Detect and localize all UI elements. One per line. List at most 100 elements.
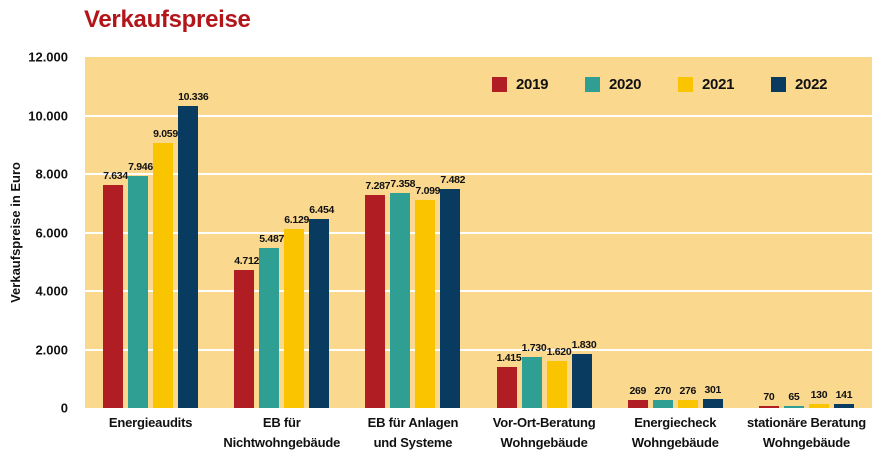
bar-wrap: 6.454 — [309, 57, 335, 408]
bar-wrap: 1.830 — [571, 57, 597, 408]
bar-group: 7.287 7.358 7.099 7.482 — [347, 57, 478, 408]
legend-item: 2020 — [585, 76, 678, 93]
bar-wrap: 7.482 — [440, 57, 466, 408]
bar-value-label: 4.712 — [234, 255, 260, 268]
y-tick-label: 0 — [60, 400, 68, 416]
bar — [652, 400, 673, 408]
bar — [677, 399, 698, 408]
bar — [178, 105, 199, 408]
bar-wrap: 141 — [833, 57, 854, 408]
bar-value-label: 70 — [763, 390, 775, 403]
x-category-label: stationäre Beratung Wohngebäude — [746, 415, 866, 450]
y-tick-label: 8.000 — [35, 166, 68, 182]
bar — [440, 189, 461, 408]
bar-wrap: 7.099 — [415, 57, 441, 408]
bar — [259, 247, 280, 408]
bar-wrap: 6.129 — [284, 57, 310, 408]
bar-wrap: 301 — [702, 57, 723, 408]
legend-item: 2022 — [771, 76, 864, 93]
bar-value-label: 6.129 — [284, 213, 310, 226]
bar — [415, 200, 436, 408]
bar — [627, 400, 648, 408]
bar-value-label: 5.487 — [259, 232, 285, 245]
gridline — [85, 114, 872, 117]
bar-value-label: 6.454 — [309, 204, 335, 217]
bar-wrap: 269 — [627, 57, 648, 408]
legend-label: 2022 — [795, 76, 828, 93]
bar-value-label: 1.620 — [546, 345, 572, 358]
bar — [309, 219, 330, 408]
gridline — [85, 173, 872, 175]
bar-value-label: 7.946 — [128, 160, 153, 173]
bar — [521, 357, 542, 408]
bar-group: 4.712 5.487 6.129 6.454 — [216, 57, 347, 408]
bar — [808, 404, 829, 408]
bar-value-label: 7.482 — [440, 174, 466, 187]
bar-value-label: 7.634 — [103, 169, 128, 182]
bar-value-label: 1.730 — [521, 342, 547, 355]
bar — [783, 406, 804, 408]
plot-area: 7.634 7.946 9.059 10.336 4.712 5.487 6.129 6.45… — [85, 57, 872, 408]
bar-group: 269 270 276 301 — [610, 57, 741, 408]
bar-value-label: 7.358 — [390, 177, 416, 190]
bar-wrap: 1.730 — [521, 57, 547, 408]
bar-group: 1.415 1.730 1.620 1.830 — [479, 57, 610, 408]
bar-value-label: 276 — [679, 384, 697, 397]
bar-value-label: 1.830 — [571, 339, 597, 352]
legend-label: 2020 — [609, 76, 642, 93]
bar — [702, 399, 723, 408]
y-tick-label: 2.000 — [35, 342, 68, 357]
bar-wrap: 7.946 — [128, 57, 153, 408]
bar-groups: 7.634 7.946 9.059 10.336 4.712 5.487 6.129 6.45… — [85, 57, 872, 408]
bar — [103, 184, 124, 408]
bar-wrap: 7.287 — [365, 57, 391, 408]
gridline — [85, 290, 872, 292]
bar — [153, 143, 174, 408]
legend-swatch — [678, 77, 693, 92]
bar — [128, 175, 149, 408]
bar-wrap: 1.620 — [546, 57, 572, 408]
bar — [390, 192, 411, 408]
bar-value-label: 269 — [629, 385, 647, 398]
bar-group: 70 65 130 141 — [741, 57, 872, 408]
legend: 2019 2020 2021 2022 — [492, 76, 864, 93]
bar-wrap: 7.358 — [390, 57, 416, 408]
bar-wrap: 7.634 — [103, 57, 128, 408]
bar-value-label: 9.059 — [153, 128, 178, 141]
x-axis-labels: Energieaudits EB für Nichtwohngebäude EB f… — [85, 413, 872, 452]
y-tick-label: 12.000 — [28, 49, 68, 65]
bar-value-label: 141 — [835, 388, 853, 401]
x-category-label: EB für Anlagen und Systeme — [367, 415, 459, 450]
bar — [234, 270, 255, 408]
y-tick-label: 4.000 — [35, 283, 68, 299]
bar-wrap: 276 — [677, 57, 698, 408]
y-tick-label: 10.000 — [28, 108, 68, 123]
bar — [546, 360, 567, 408]
bar — [833, 403, 854, 408]
x-category-label: Energieaudits — [108, 415, 193, 430]
bar-wrap: 5.487 — [259, 57, 285, 408]
bar-wrap: 130 — [808, 57, 829, 408]
bar-value-label: 65 — [788, 391, 800, 404]
gridline — [85, 231, 872, 234]
x-category-label: EB für Nichtwohngebäude — [223, 415, 341, 450]
bar-value-label: 10.336 — [178, 90, 209, 103]
bar-value-label: 270 — [654, 385, 672, 398]
bar-wrap: 1.415 — [496, 57, 522, 408]
x-category-label: Energiecheck Wohngebäude — [631, 415, 719, 450]
bar-value-label: 7.099 — [415, 185, 441, 198]
y-axis-ticks: 0 2.000 4.000 6.000 8.000 10.000 12.000 — [0, 50, 68, 416]
bar — [496, 366, 517, 408]
legend-item: 2021 — [678, 76, 771, 93]
gridline — [85, 348, 872, 351]
bar — [571, 354, 592, 408]
bar-wrap: 65 — [783, 57, 804, 408]
legend-item: 2019 — [492, 76, 585, 93]
bar-wrap: 4.712 — [234, 57, 260, 408]
bar-value-label: 130 — [810, 389, 828, 402]
bar-value-label: 301 — [704, 384, 722, 397]
bar — [284, 228, 305, 408]
bar-value-label: 1.415 — [496, 351, 522, 364]
chart-title: Verkaufspreise — [84, 6, 251, 33]
